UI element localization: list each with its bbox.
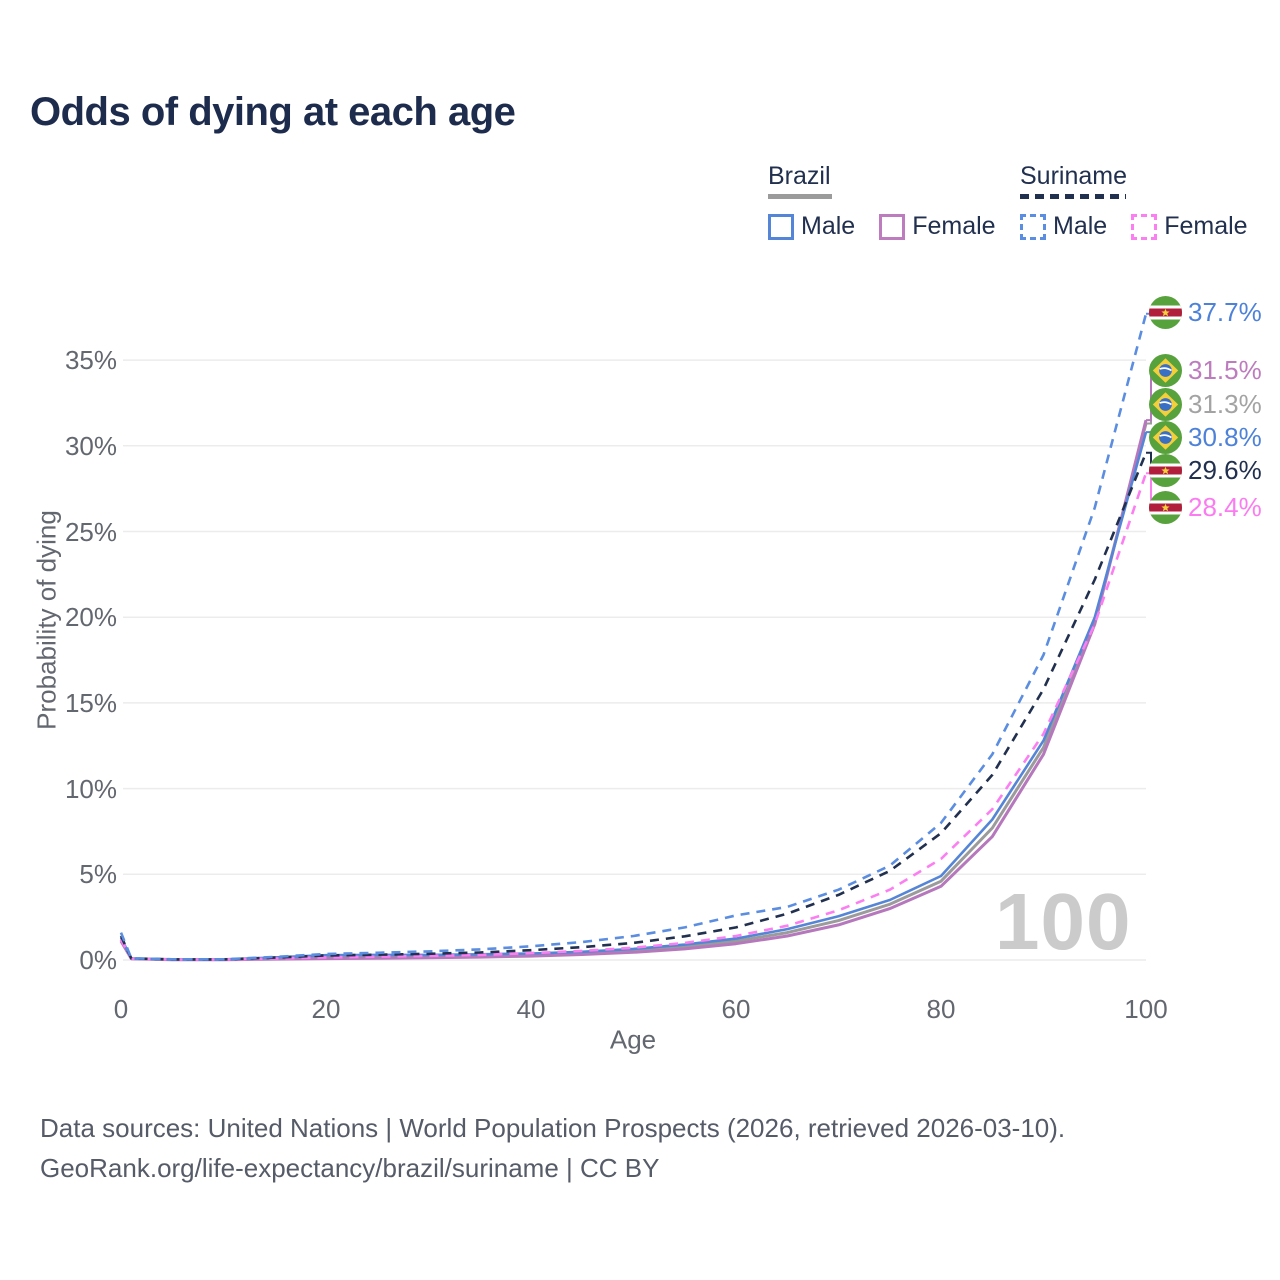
end-label-suriname-both: 29.6%: [1149, 453, 1262, 487]
legend-row-suriname: Male Female: [1020, 212, 1272, 241]
x-tick-100: 100: [1124, 994, 1168, 1024]
y-tick-25: 25%: [64, 516, 117, 547]
end-value-suriname-male: 37.7%: [1188, 296, 1262, 327]
brazil-flag-icon: [1149, 420, 1182, 454]
line-suriname-both[interactable]: [119, 452, 1148, 961]
legend-label-brazil-female: Female: [912, 212, 996, 240]
legend-label-suriname-male: Male: [1053, 212, 1108, 240]
legend-item-suriname-male[interactable]: Male: [1020, 212, 1107, 241]
y-tick-0: 0%: [79, 945, 117, 975]
line-suriname-male[interactable]: [119, 313, 1148, 961]
legend-country-line-brazil: [768, 194, 832, 199]
legend-swatch-suriname-male: [1020, 213, 1046, 240]
data-sources-line: Data sources: United Nations | World Pop…: [40, 1113, 1066, 1143]
end-value-brazil-female: 31.5%: [1188, 354, 1262, 385]
brazil-flag-icon: [1149, 387, 1182, 421]
line-suriname-female[interactable]: [119, 472, 1148, 961]
x-tick-80: 80: [926, 994, 956, 1024]
legend-item-brazil-female[interactable]: Female: [879, 212, 996, 241]
legend-item-suriname-female[interactable]: Female: [1131, 212, 1248, 241]
x-axis-title: Age: [609, 1024, 657, 1055]
chart-title: Odds of dying at each age: [30, 90, 516, 134]
legend-item-brazil-male[interactable]: Male: [768, 212, 855, 241]
legend-country-brazil: Brazil: [768, 162, 831, 190]
legend-group-suriname: Suriname Male Female: [1020, 162, 1272, 241]
legend-label-suriname-female: Female: [1164, 212, 1248, 240]
y-tick-20: 20%: [64, 602, 117, 633]
y-tick-35: 35%: [64, 345, 117, 376]
legend-row-brazil: Male Female: [768, 212, 1020, 241]
suriname-flag-icon: [1149, 453, 1182, 487]
y-tick-10: 10%: [64, 773, 117, 804]
end-label-brazil-male: 30.8%: [1149, 420, 1262, 454]
y-tick-30: 30%: [64, 430, 117, 461]
x-tick-0: 0: [113, 994, 129, 1024]
end-value-brazil-both: 31.3%: [1188, 388, 1262, 419]
line-brazil-male[interactable]: [119, 431, 1148, 961]
attribution-line: GeoRank.org/life-expectancy/brazil/surin…: [40, 1153, 660, 1183]
y-axis-title: Probability of dying: [31, 510, 62, 730]
line-brazil-female[interactable]: [119, 419, 1148, 962]
y-tick-15: 15%: [64, 687, 117, 718]
legend-swatch-brazil-female: [879, 213, 906, 240]
x-tick-40: 40: [516, 994, 546, 1024]
end-label-suriname-male: 37.7%: [1149, 295, 1262, 329]
y-tick-5: 5%: [79, 859, 117, 890]
legend-swatch-brazil-male: [768, 213, 794, 240]
footer: Data sources: United Nations | World Pop…: [40, 1108, 1065, 1188]
age-watermark: 100: [995, 877, 1132, 966]
line-brazil-both[interactable]: [119, 423, 1148, 961]
end-value-brazil-male: 30.8%: [1188, 421, 1262, 452]
end-label-brazil-both: 31.3%: [1149, 387, 1262, 421]
legend-label-brazil-male: Male: [801, 212, 856, 240]
brazil-flag-icon: [1149, 353, 1182, 387]
legend-country-suriname: Suriname: [1020, 162, 1127, 190]
end-label-brazil-female: 31.5%: [1149, 353, 1262, 387]
end-value-suriname-both: 29.6%: [1188, 454, 1262, 485]
legend-group-brazil: Brazil Male Female: [768, 162, 1020, 241]
x-tick-20: 20: [311, 994, 341, 1024]
x-tick-60: 60: [721, 994, 751, 1024]
suriname-flag-icon: [1149, 490, 1182, 524]
end-value-suriname-female: 28.4%: [1188, 491, 1262, 522]
legend-country-line-suriname: [1020, 194, 1126, 199]
suriname-flag-icon: [1149, 295, 1182, 329]
legend-swatch-suriname-female: [1131, 213, 1158, 240]
end-label-suriname-female: 28.4%: [1149, 490, 1262, 524]
